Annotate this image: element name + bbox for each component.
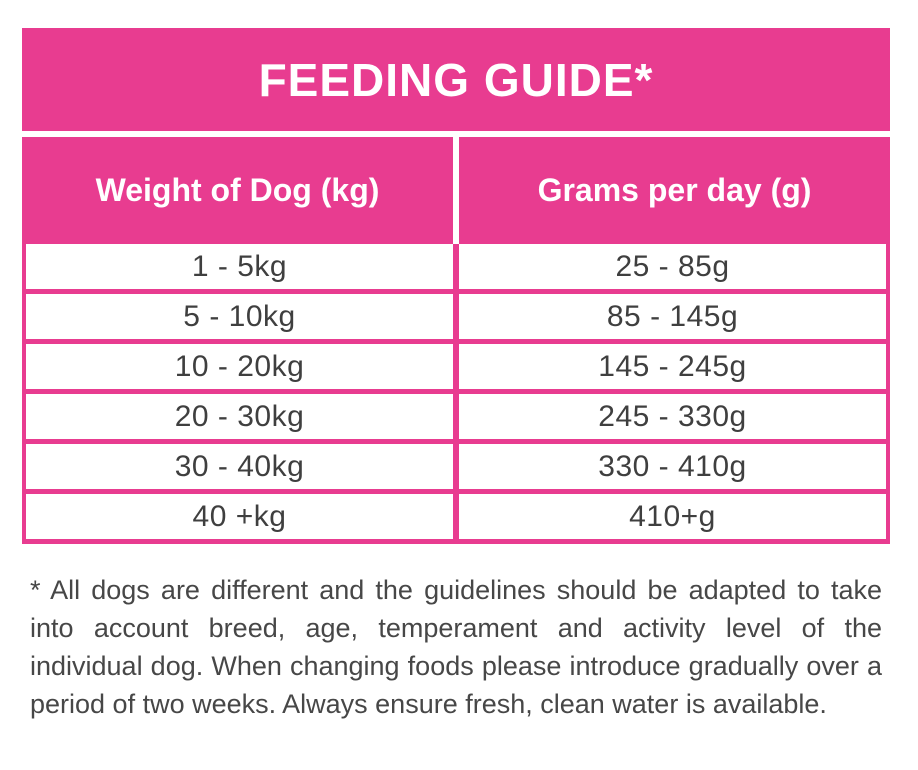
grams-cell: 330 - 410g [459, 444, 886, 489]
page-title: FEEDING GUIDE* [258, 53, 654, 106]
table-row: 40 +kg 410+g [26, 489, 886, 539]
table-row: 1 - 5kg 25 - 85g [26, 244, 886, 289]
header-column-gap [453, 137, 459, 244]
grams-cell: 25 - 85g [459, 244, 886, 289]
weight-cell: 30 - 40kg [26, 444, 453, 489]
column-header-weight: Weight of Dog (kg) [22, 137, 453, 244]
table-row: 10 - 20kg 145 - 245g [26, 339, 886, 389]
table-row: 30 - 40kg 330 - 410g [26, 439, 886, 489]
title-banner: FEEDING GUIDE* [22, 28, 890, 131]
column-divider [453, 344, 459, 389]
feeding-guide-sheet: FEEDING GUIDE* Weight of Dog (kg) Grams … [22, 28, 890, 723]
footnote-text: * All dogs are different and the guideli… [30, 575, 882, 719]
grams-cell: 245 - 330g [459, 394, 886, 439]
column-divider [453, 394, 459, 439]
grams-cell: 85 - 145g [459, 294, 886, 339]
column-header-grams: Grams per day (g) [459, 137, 890, 244]
grams-cell: 145 - 245g [459, 344, 886, 389]
table-row: 5 - 10kg 85 - 145g [26, 289, 886, 339]
table-header-row: Weight of Dog (kg) Grams per day (g) [22, 137, 890, 244]
feeding-table-body: 1 - 5kg 25 - 85g 5 - 10kg 85 - 145g 10 -… [22, 244, 890, 544]
weight-cell: 10 - 20kg [26, 344, 453, 389]
weight-cell: 1 - 5kg [26, 244, 453, 289]
grams-cell: 410+g [459, 494, 886, 539]
weight-cell: 20 - 30kg [26, 394, 453, 439]
column-divider [453, 494, 459, 539]
column-divider [453, 294, 459, 339]
weight-cell: 40 +kg [26, 494, 453, 539]
table-row: 20 - 30kg 245 - 330g [26, 389, 886, 439]
column-divider [453, 444, 459, 489]
column-divider [453, 244, 459, 289]
weight-cell: 5 - 10kg [26, 294, 453, 339]
